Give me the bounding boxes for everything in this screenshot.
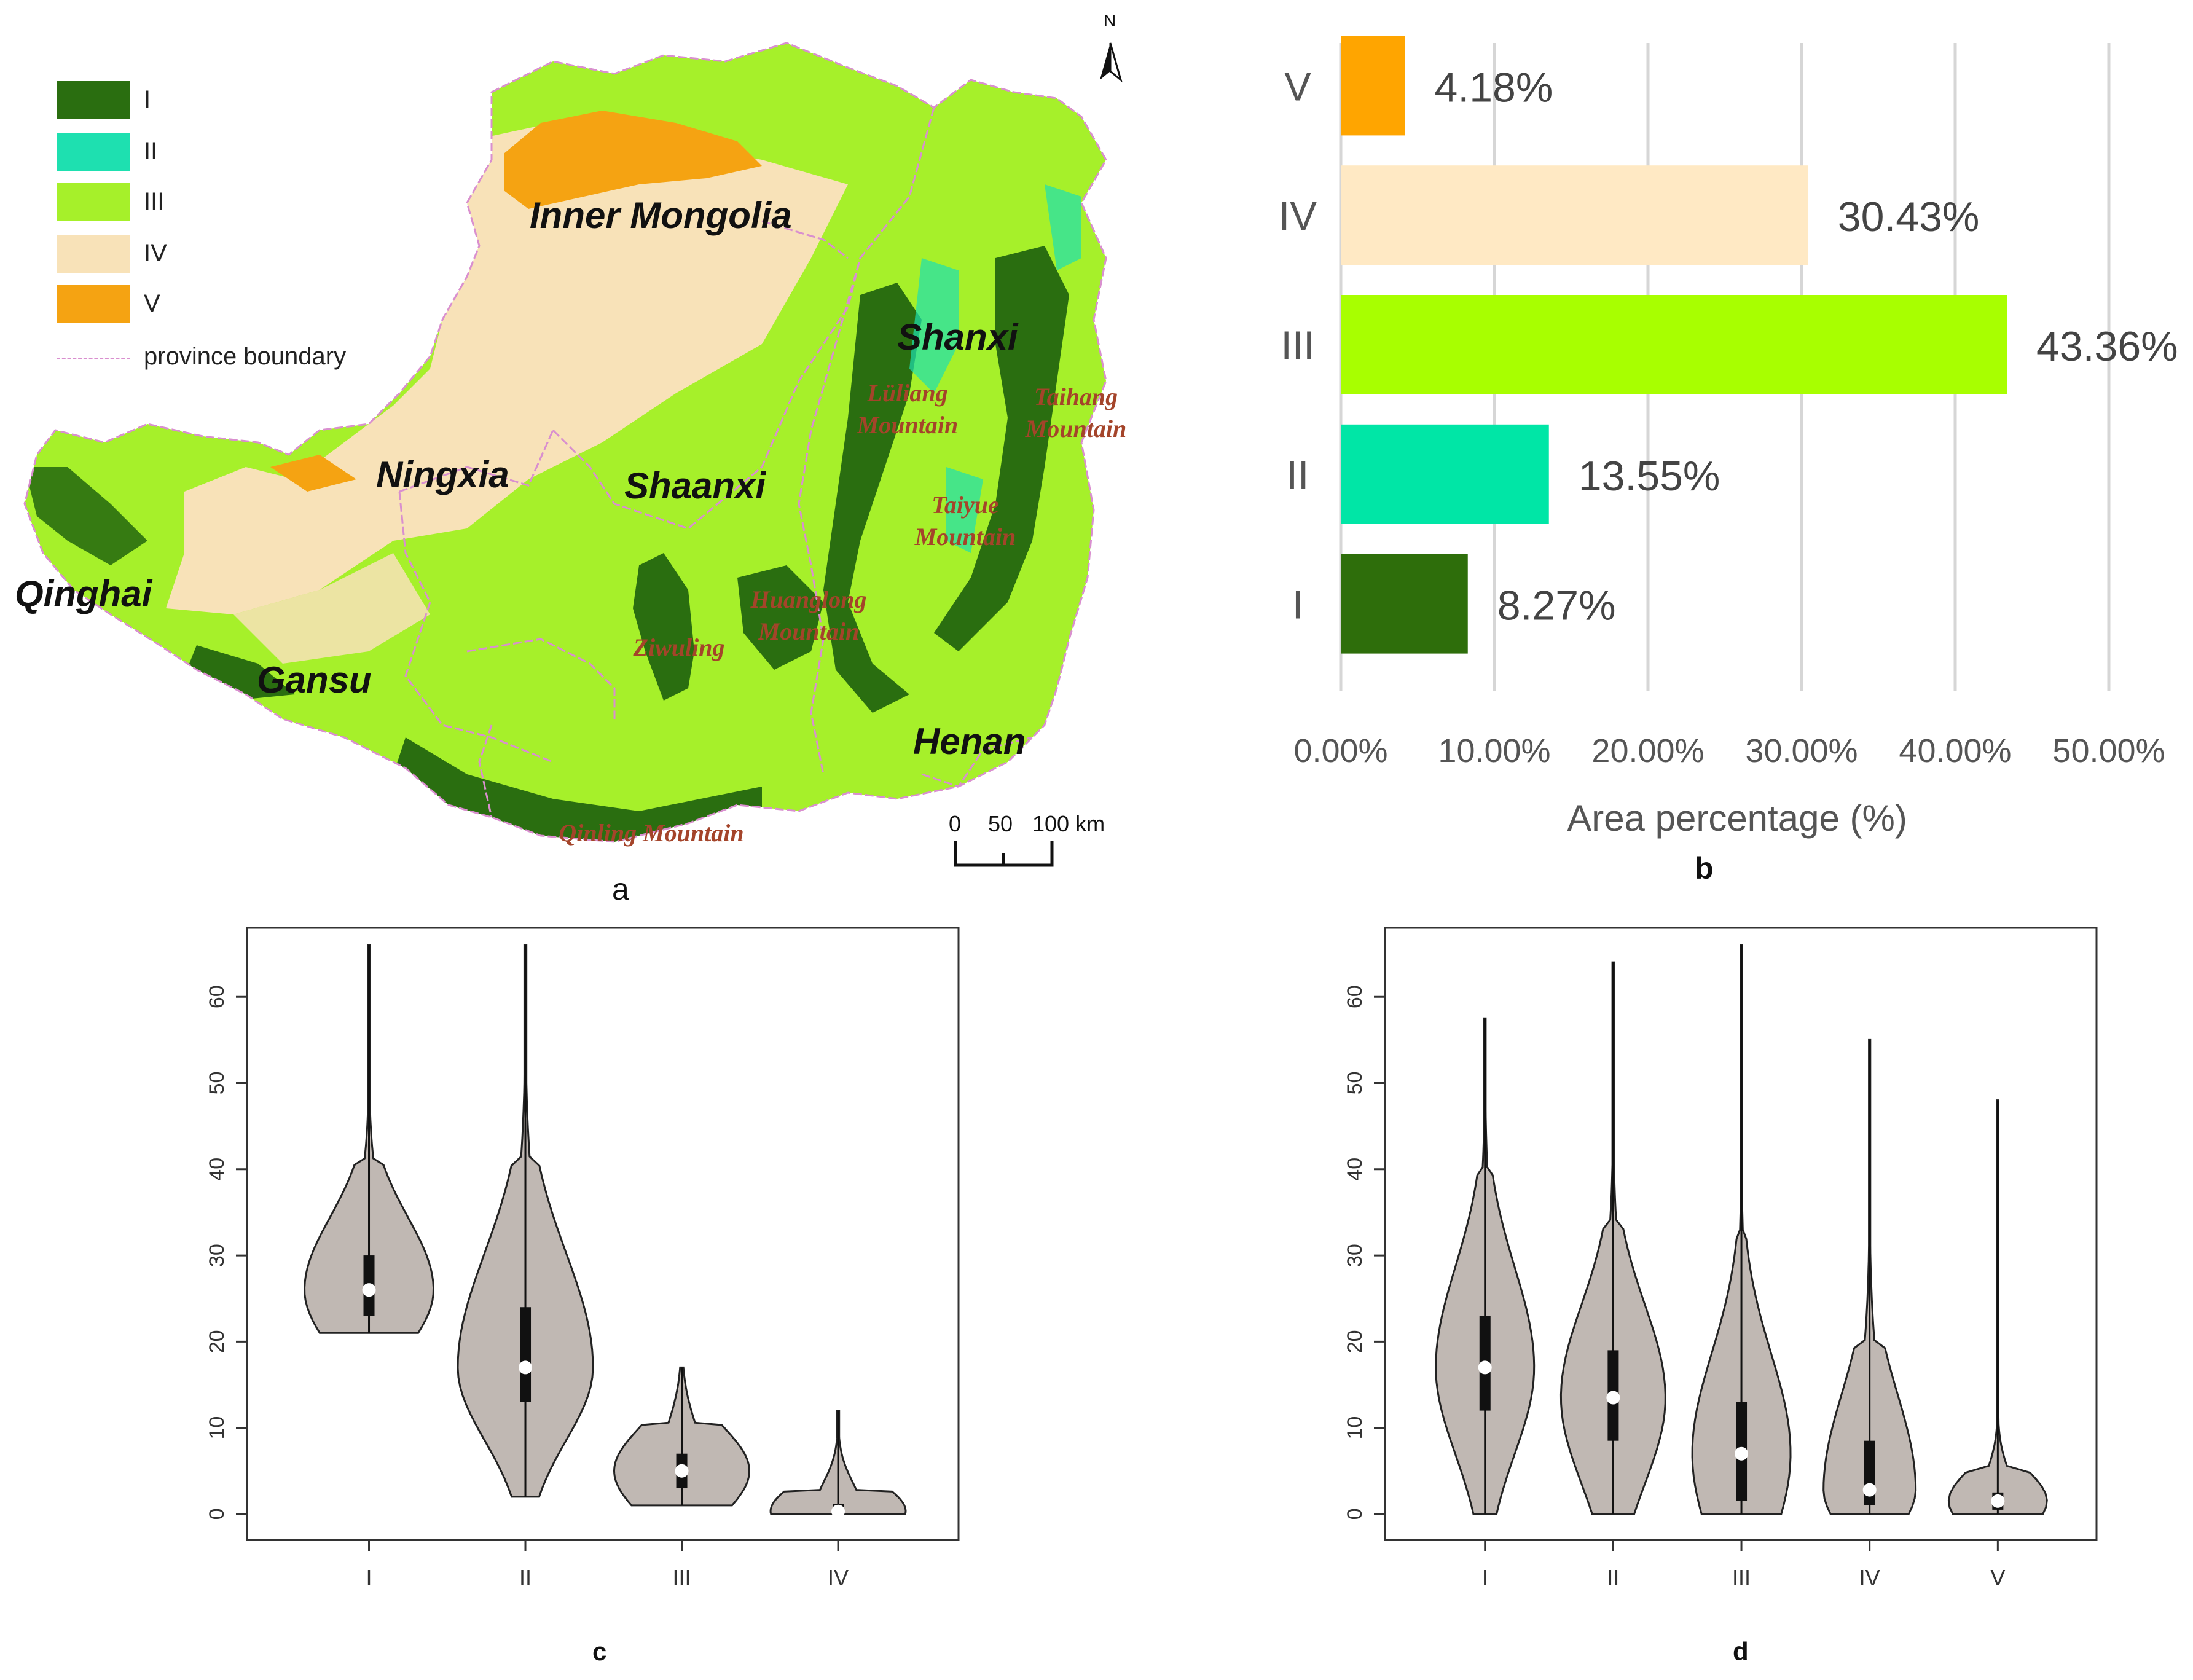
- y-tick-label: 10: [1343, 1416, 1367, 1440]
- y-tick-label: 30: [205, 1244, 229, 1267]
- legend-swatch-iii: [57, 183, 130, 221]
- panel-label-c: c: [592, 1637, 607, 1666]
- north-arrow-icon: [1100, 42, 1123, 83]
- region-shaanxi: Shaanxi: [624, 465, 766, 506]
- north-label: N: [1104, 11, 1116, 30]
- y-tick-label: 50: [1343, 1072, 1367, 1095]
- y-tick-label: 10: [205, 1416, 229, 1440]
- bar-iii: [1341, 295, 2007, 394]
- mountain-luliang: Lüliang Mountain: [857, 379, 959, 439]
- panel-label-a: a: [612, 872, 629, 906]
- x-tick-label: IV: [1859, 1565, 1880, 1590]
- legend-label-v: V: [144, 290, 160, 317]
- x-tick-label: 0.00%: [1293, 732, 1387, 769]
- y-tick-label: 20: [205, 1330, 229, 1353]
- region-inner-mongolia: Inner Mongolia: [530, 195, 792, 236]
- x-tick-label: 20.00%: [1591, 732, 1704, 769]
- y-tick-label: 60: [205, 985, 229, 1008]
- median-marker: [1991, 1494, 2005, 1508]
- bar-i: [1341, 554, 1468, 654]
- bar-iv: [1341, 165, 1808, 265]
- value-label: 8.27%: [1497, 583, 1616, 629]
- bar-ii: [1341, 424, 1549, 524]
- region-gansu: Gansu: [257, 659, 372, 701]
- median-marker: [831, 1504, 845, 1518]
- scale-tick-50: 50: [988, 811, 1013, 836]
- x-tick-label: II: [519, 1565, 532, 1590]
- x-tick-label: I: [1482, 1565, 1488, 1590]
- legend-swatch-ii: [57, 133, 130, 171]
- y-tick-label: 40: [205, 1158, 229, 1181]
- x-tick-label: 50.00%: [2052, 732, 2165, 769]
- x-tick-label: III: [673, 1565, 691, 1590]
- value-label: 13.55%: [1579, 453, 1720, 500]
- legend-swatch-v: [57, 285, 130, 323]
- category-label: IV: [1279, 193, 1317, 238]
- x-tick-label: V: [1990, 1565, 2005, 1590]
- value-label: 4.18%: [1435, 64, 1553, 111]
- mountain-huanglong: Huanglong Mountain: [750, 586, 867, 645]
- y-tick-label: 0: [1343, 1508, 1367, 1520]
- region-qinghai: Qinghai: [15, 573, 152, 614]
- x-tick-label: I: [366, 1565, 372, 1590]
- region-shanxi: Shanxi: [897, 316, 1018, 358]
- x-tick-label: 40.00%: [1899, 732, 2011, 769]
- scale-tick-0: 0: [949, 811, 962, 836]
- category-label: I: [1292, 582, 1303, 627]
- x-tick-label: III: [1732, 1565, 1751, 1590]
- mountain-ziwuling: Ziwuling: [633, 634, 725, 661]
- y-tick-label: 30: [1343, 1244, 1367, 1267]
- x-tick-label: IV: [828, 1565, 849, 1590]
- scale-bar: [954, 841, 1054, 867]
- panel-label-b: b: [1695, 851, 1714, 885]
- category-label: III: [1281, 323, 1314, 368]
- loess-plateau-map: [23, 42, 1123, 867]
- y-tick-label: 20: [1343, 1330, 1367, 1353]
- median-marker: [1606, 1391, 1620, 1405]
- legend-label-i: I: [144, 86, 151, 113]
- legend-boundary-line: [57, 358, 130, 359]
- panel-b-bar-chart: 0.00% 10.00% 20.00% 30.00% 40.00% 50.00% V 4.18…: [1167, 0, 2193, 909]
- category-label: II: [1287, 452, 1309, 498]
- value-label: 30.43%: [1838, 194, 1980, 240]
- category-label: V: [1284, 63, 1311, 109]
- x-tick-label: 10.00%: [1438, 732, 1550, 769]
- median-marker: [362, 1283, 376, 1297]
- legend-label-iii: III: [144, 188, 165, 215]
- median-marker: [519, 1360, 533, 1375]
- median-marker: [1735, 1446, 1749, 1461]
- x-axis-title: Area percentage (%): [1567, 798, 1907, 839]
- median-marker: [1862, 1483, 1877, 1497]
- mountain-taiyue: Taiyue Mountain: [914, 491, 1016, 551]
- y-tick-label: 50: [205, 1072, 229, 1095]
- panel-a-map: I II III IV V province boundary N Inner …: [0, 0, 1167, 909]
- scale-tick-100: 100 km: [1032, 811, 1105, 836]
- legend-swatch-iv: [57, 235, 130, 273]
- panel-c-violin: 0 10 20 30 40 50 60 I II III IV c: [0, 909, 1096, 1680]
- mountain-taihang: Taihang Mountain: [1025, 383, 1127, 442]
- y-tick-label: 40: [1343, 1158, 1367, 1181]
- x-tick-label: 30.00%: [1745, 732, 1858, 769]
- area-percentage-bar-chart: 0.00% 10.00% 20.00% 30.00% 40.00% 50.00% V 4.18…: [1279, 36, 2178, 839]
- median-marker: [1478, 1360, 1492, 1375]
- median-marker: [675, 1464, 689, 1478]
- legend-swatch-i: [57, 81, 130, 119]
- iqr-box: [520, 1307, 532, 1402]
- y-tick-label: 0: [205, 1508, 229, 1520]
- x-tick-label: II: [1607, 1565, 1619, 1590]
- plot-frame: [246, 927, 960, 1541]
- legend-label-ii: II: [144, 138, 158, 165]
- mountain-qinling: Qinling Mountain: [559, 819, 744, 847]
- region-ningxia: Ningxia: [376, 454, 509, 495]
- bar-v: [1341, 36, 1405, 136]
- y-tick-label: 60: [1343, 985, 1367, 1008]
- legend-label-boundary: province boundary: [144, 343, 347, 370]
- panel-d-violin: 0 10 20 30 40 50 60 I II III IV V d: [1096, 909, 2193, 1680]
- panel-label-d: d: [1733, 1637, 1749, 1666]
- legend-label-iv: IV: [144, 240, 167, 267]
- value-label: 43.36%: [2036, 323, 2178, 370]
- region-henan: Henan: [913, 721, 1026, 762]
